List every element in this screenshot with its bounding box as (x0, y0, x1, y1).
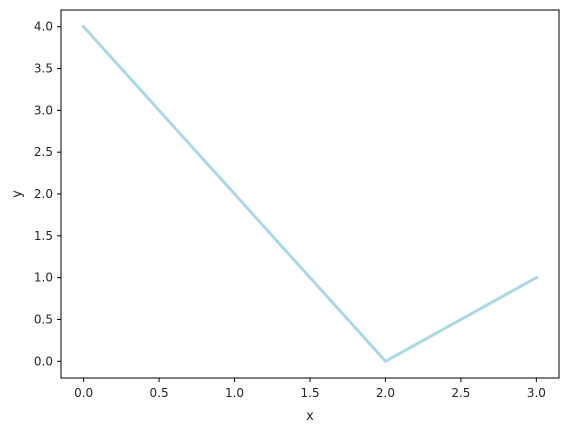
y-axis-label: y (10, 190, 25, 198)
x-tick-label: 1.5 (300, 386, 319, 400)
y-tick-label: 3.0 (34, 103, 53, 117)
x-axis-label: x (306, 409, 314, 424)
x-tick-label: 2.5 (451, 386, 470, 400)
y-tick-label: 2.0 (34, 187, 53, 201)
y-tick-label: 4.0 (34, 20, 53, 34)
x-tick-label: 1.0 (225, 386, 244, 400)
x-tick-label: 2.0 (376, 386, 395, 400)
plot-frame (60, 9, 560, 379)
y-tick-label: 1.0 (34, 271, 53, 285)
y-tick-label: 3.5 (34, 62, 53, 76)
plot-area (60, 9, 560, 379)
y-tick-label: 1.5 (34, 229, 53, 243)
x-tick-label: 3.0 (527, 386, 546, 400)
y-tick-label: 0.5 (34, 312, 53, 326)
x-tick-label: 0.5 (150, 386, 169, 400)
y-tick-label: 0.0 (34, 354, 53, 368)
series-layer (81, 24, 539, 364)
x-axis-ticks: 0.0 0.5 1.0 1.5 2.0 2.5 3.0 (74, 378, 546, 400)
y-tick-label: 2.5 (34, 145, 53, 159)
x-tick-label: 0.0 (74, 386, 93, 400)
y-axis-ticks: 0.0 0.5 1.0 1.5 2.0 2.5 3.0 3.5 4.0 (34, 20, 61, 368)
series-line-0 (81, 24, 539, 364)
